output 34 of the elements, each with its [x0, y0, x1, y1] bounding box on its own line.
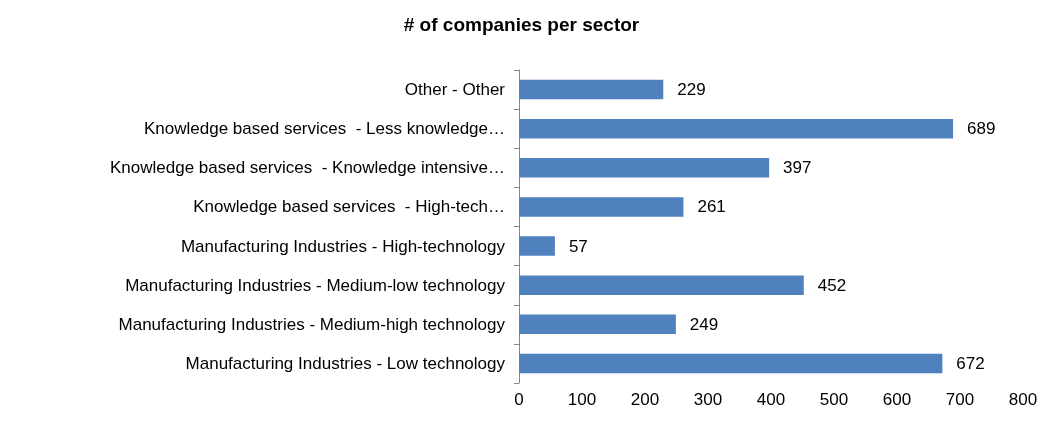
- bar: [519, 79, 664, 100]
- x-tick-label: 0: [514, 390, 524, 409]
- data-label: 229: [677, 80, 706, 100]
- y-tick-label: Knowledge based services - Knowledge intensive…: [109, 158, 505, 178]
- bar: [519, 118, 954, 139]
- x-tick-label: 100: [567, 390, 597, 409]
- bar: [519, 314, 676, 335]
- data-label: 249: [689, 314, 719, 334]
- x-tick-label: 200: [630, 390, 660, 409]
- bar: [519, 197, 684, 217]
- y-tick-label: Knowledge based services - Less knowledge…: [144, 119, 505, 139]
- chart-title: # of companies per sector: [403, 14, 640, 35]
- y-tick-label: Manufacturing Industries - Medium-low technology: [125, 275, 506, 295]
- x-tick-label: 500: [819, 390, 849, 409]
- data-label: 57: [568, 236, 588, 256]
- y-tick-label: Knowledge based services - High-tech…: [193, 197, 505, 217]
- bar: [519, 353, 943, 374]
- y-tick-label: Manufacturing Industries - High-technology: [180, 236, 506, 256]
- x-tick-label: 700: [945, 390, 975, 409]
- bar: [519, 158, 770, 178]
- bar: [519, 236, 555, 256]
- data-label: 397: [783, 158, 812, 178]
- data-label: 452: [817, 275, 847, 295]
- y-tick-label: Manufacturing Industries - Low technology: [185, 353, 506, 373]
- x-tick-label: 800: [1008, 390, 1038, 409]
- x-tick-label: 400: [756, 390, 786, 409]
- y-tick-label: Manufacturing Industries - Medium-high technology: [118, 314, 506, 334]
- data-label: 672: [956, 353, 985, 373]
- y-tick-label: Other - Other: [404, 80, 506, 100]
- x-tick-label: 600: [882, 390, 912, 409]
- bar: [519, 275, 804, 295]
- x-tick-label: 300: [693, 390, 723, 409]
- data-label: 689: [967, 119, 996, 139]
- data-label: 261: [697, 197, 726, 217]
